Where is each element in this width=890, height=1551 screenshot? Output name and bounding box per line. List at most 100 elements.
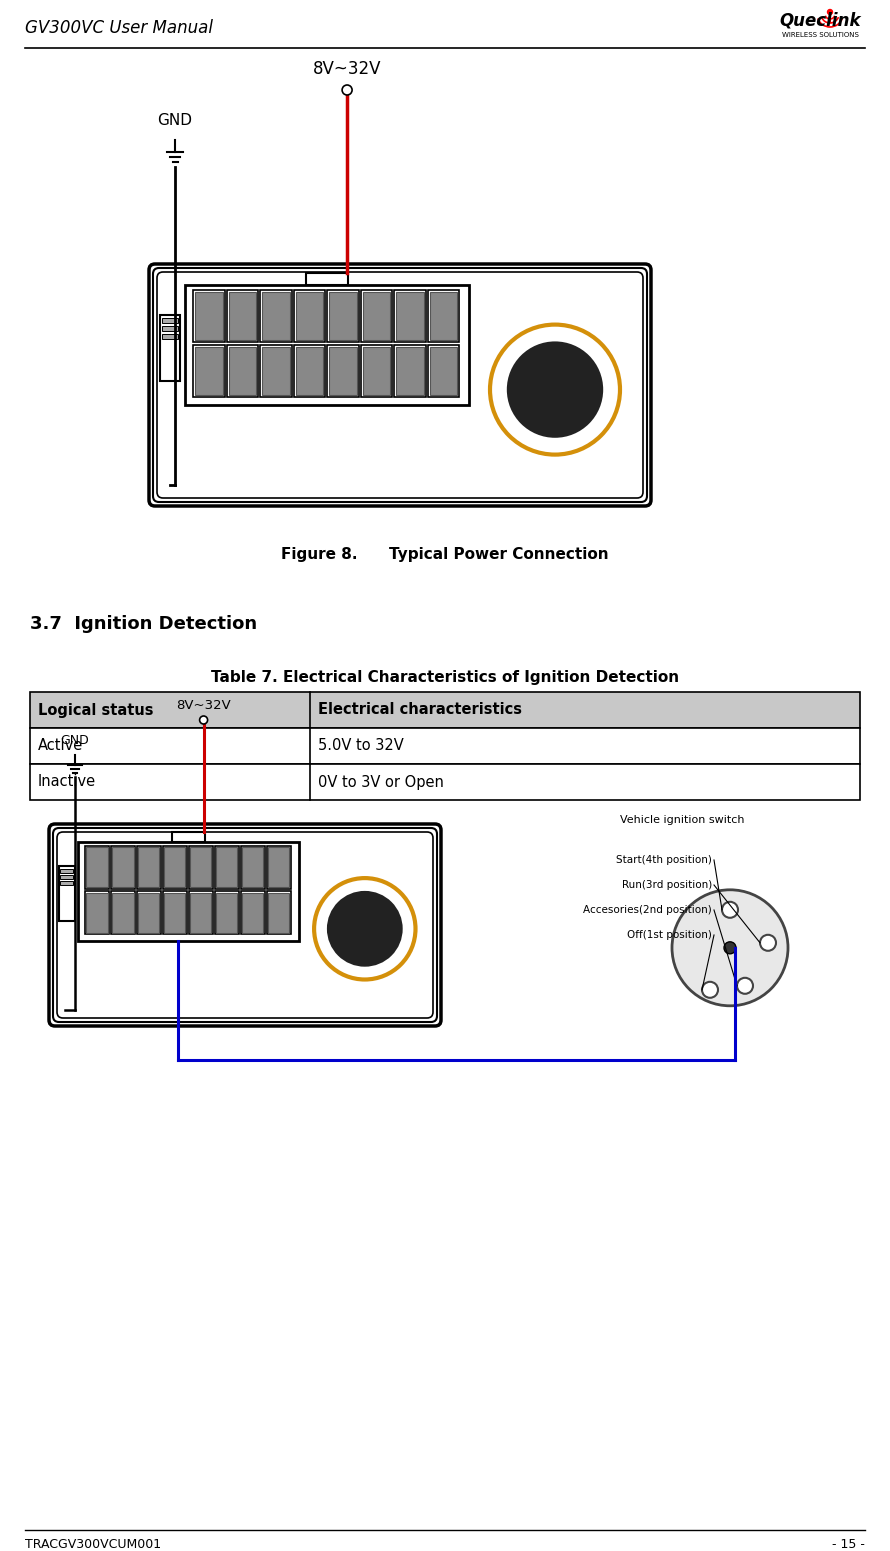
Bar	[294, 344, 325, 397]
Bar	[110, 892, 135, 934]
Bar	[86, 893, 108, 932]
Bar	[138, 893, 159, 932]
FancyBboxPatch shape	[157, 271, 643, 498]
FancyBboxPatch shape	[53, 828, 437, 1022]
Bar	[163, 892, 187, 934]
Text: 8V~32V: 8V~32V	[313, 60, 381, 78]
Bar	[30, 692, 860, 727]
Bar	[229, 292, 256, 340]
Circle shape	[490, 324, 620, 454]
Bar	[195, 292, 222, 340]
Bar	[227, 290, 258, 341]
Circle shape	[722, 901, 738, 918]
Bar	[214, 892, 239, 934]
Bar	[268, 847, 289, 887]
Bar	[262, 347, 289, 394]
Bar	[260, 290, 292, 341]
Circle shape	[672, 890, 788, 1005]
Bar	[189, 845, 213, 889]
Bar	[329, 347, 357, 394]
Bar	[85, 845, 109, 889]
Bar	[294, 290, 325, 341]
Bar	[394, 290, 425, 341]
Bar	[240, 892, 265, 934]
Bar	[216, 847, 238, 887]
Text: Logical status: Logical status	[38, 703, 153, 718]
Bar	[162, 333, 178, 340]
Bar	[306, 273, 348, 285]
Text: TRACGV300VCUM001: TRACGV300VCUM001	[25, 1537, 161, 1551]
Bar	[262, 292, 289, 340]
Bar	[138, 847, 159, 887]
Circle shape	[760, 935, 776, 951]
Bar	[394, 344, 425, 397]
Bar	[328, 344, 359, 397]
Bar	[195, 347, 222, 394]
Bar	[59, 867, 75, 921]
Text: 0V to 3V or Open: 0V to 3V or Open	[318, 774, 444, 789]
Text: Run(3rd position): Run(3rd position)	[622, 879, 712, 890]
Bar	[267, 845, 291, 889]
Bar	[242, 847, 263, 887]
Bar	[214, 845, 239, 889]
Bar	[163, 845, 187, 889]
Bar	[430, 347, 457, 394]
Text: WIRELESS SOLUTIONS: WIRELESS SOLUTIONS	[781, 33, 859, 39]
Text: Queclink: Queclink	[780, 11, 861, 29]
Bar	[162, 326, 178, 330]
FancyBboxPatch shape	[149, 264, 651, 506]
Bar	[30, 727, 860, 765]
Bar	[137, 892, 161, 934]
Bar	[360, 290, 392, 341]
Text: GND: GND	[61, 734, 89, 748]
Bar	[362, 292, 390, 340]
Bar	[229, 347, 256, 394]
Circle shape	[314, 878, 416, 980]
Circle shape	[724, 941, 736, 954]
Bar	[360, 344, 392, 397]
Circle shape	[737, 977, 753, 994]
Text: Inactive: Inactive	[38, 774, 96, 789]
Bar	[193, 344, 224, 397]
Bar	[362, 347, 390, 394]
Bar	[185, 285, 469, 405]
FancyBboxPatch shape	[57, 831, 433, 1017]
Bar	[329, 292, 357, 340]
Bar	[78, 842, 299, 940]
Bar	[112, 893, 134, 932]
Text: Electrical characteristics: Electrical characteristics	[318, 703, 522, 718]
Bar	[295, 292, 323, 340]
Text: GV300VC User Manual: GV300VC User Manual	[25, 19, 213, 37]
Bar	[86, 847, 108, 887]
Bar	[61, 881, 73, 886]
Bar	[428, 344, 459, 397]
FancyBboxPatch shape	[153, 268, 647, 503]
Bar	[164, 847, 185, 887]
Bar	[189, 892, 213, 934]
Circle shape	[828, 9, 832, 14]
Text: Vehicle ignition switch: Vehicle ignition switch	[620, 814, 745, 825]
Text: - 15 -: - 15 -	[832, 1537, 865, 1551]
Bar	[137, 845, 161, 889]
Bar	[267, 892, 291, 934]
Text: 5.0V to 32V: 5.0V to 32V	[318, 738, 404, 754]
Bar	[428, 290, 459, 341]
Bar	[85, 892, 109, 934]
Bar	[30, 765, 860, 800]
Circle shape	[508, 343, 602, 436]
Circle shape	[342, 85, 352, 95]
Text: Active: Active	[38, 738, 84, 754]
Text: Accesories(2nd position): Accesories(2nd position)	[583, 904, 712, 915]
Text: Table 7. Electrical Characteristics of Ignition Detection: Table 7. Electrical Characteristics of I…	[211, 670, 679, 686]
Text: GND: GND	[158, 113, 192, 129]
Bar	[193, 290, 224, 341]
Bar	[396, 292, 424, 340]
Bar	[190, 847, 212, 887]
Bar	[172, 833, 205, 842]
Bar	[164, 893, 185, 932]
Circle shape	[702, 982, 718, 997]
Bar	[110, 845, 135, 889]
Bar	[61, 875, 73, 879]
Bar	[190, 893, 212, 932]
Bar	[396, 347, 424, 394]
